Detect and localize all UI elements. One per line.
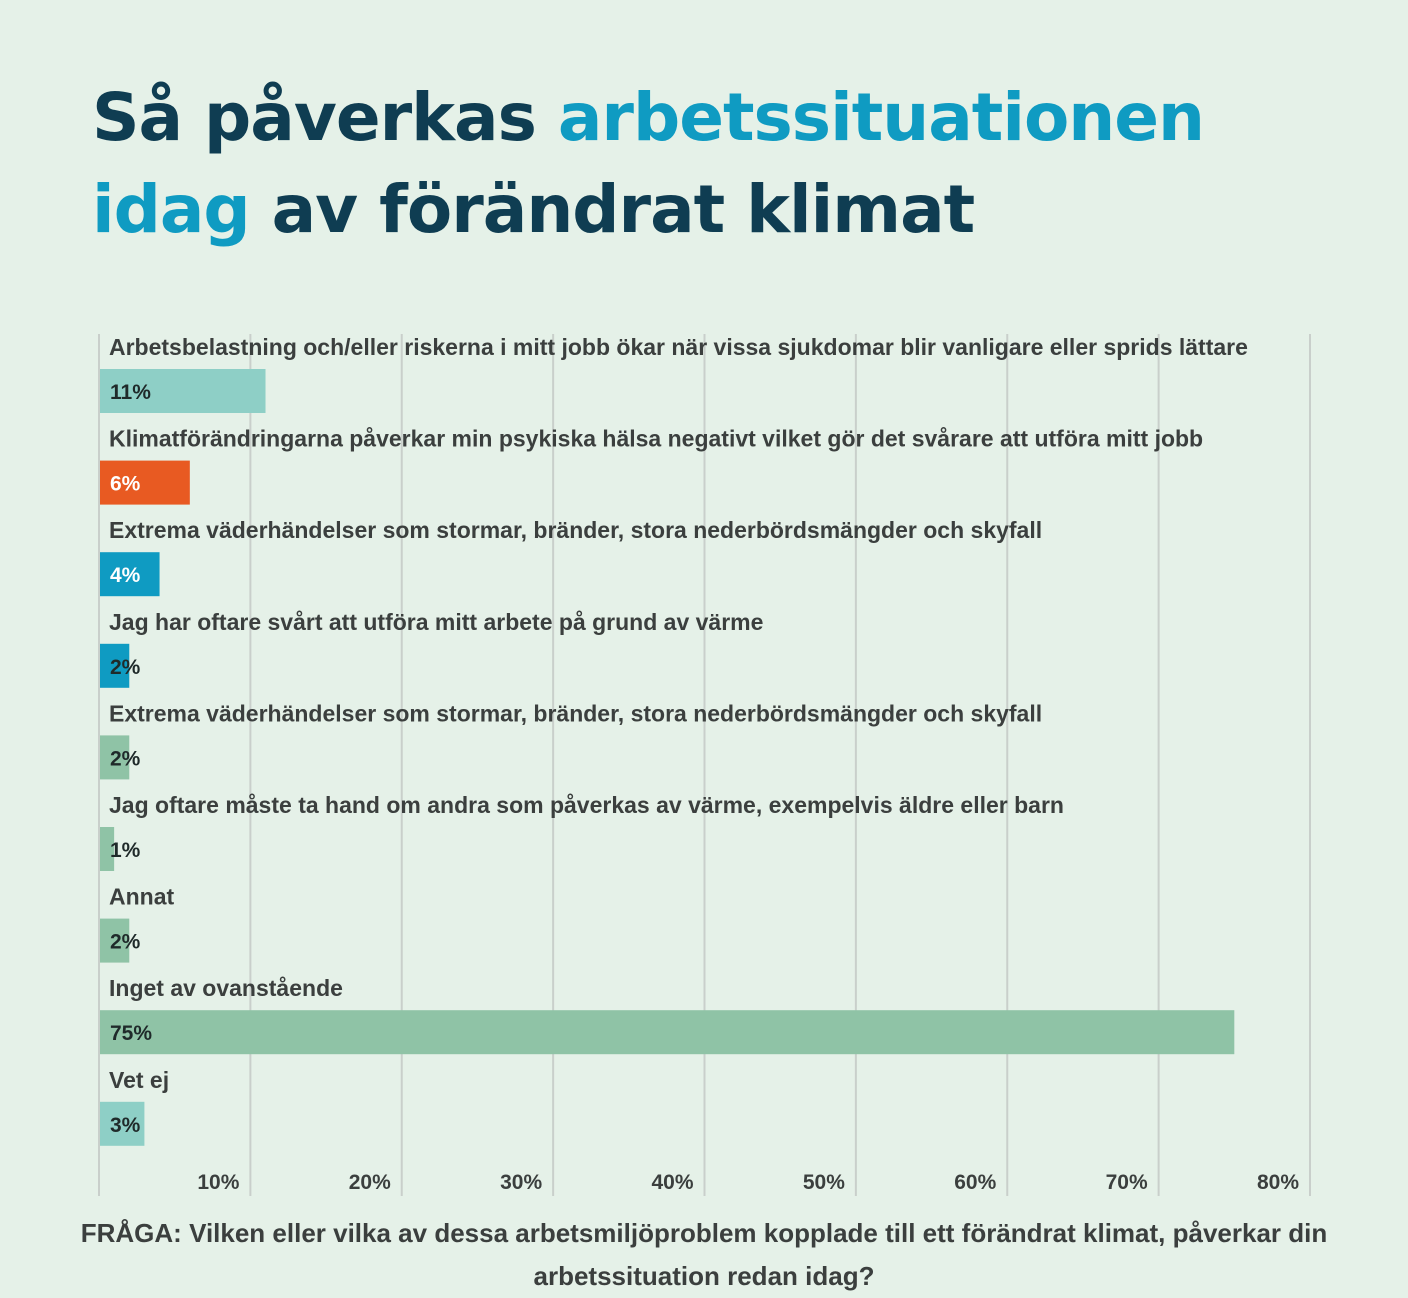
bar bbox=[100, 1101, 145, 1146]
bar bbox=[100, 735, 130, 780]
x-tick-label: 60% bbox=[954, 1171, 996, 1194]
x-axis-ticks: 10% 20% 30% 40% 50% 60% 70% 80% bbox=[197, 1171, 1299, 1194]
x-tick-label: 40% bbox=[651, 1171, 693, 1194]
title-part-1: Så påverkas bbox=[92, 79, 558, 156]
value-label: 2% bbox=[110, 747, 141, 770]
value-label: 2% bbox=[110, 656, 141, 679]
category-label: Extrema väderhändelser som stormar, brän… bbox=[109, 700, 1042, 726]
bar bbox=[100, 552, 160, 597]
category-label: Arbetsbelastning och/eller riskerna i mi… bbox=[109, 334, 1248, 360]
page-title: Så påverkas arbetssituationen idag av fö… bbox=[92, 72, 1352, 256]
category-label: Jag har oftare svårt att utföra mitt arb… bbox=[109, 609, 763, 635]
category-label: Klimatförändringarna påverkar min psykis… bbox=[109, 426, 1203, 452]
x-tick-label: 30% bbox=[500, 1171, 542, 1194]
value-label: 3% bbox=[110, 1114, 141, 1137]
bar bbox=[100, 918, 130, 963]
category-label: Annat bbox=[109, 884, 175, 910]
value-label: 75% bbox=[110, 1022, 152, 1045]
x-tick-label: 80% bbox=[1257, 1171, 1299, 1194]
value-label: 6% bbox=[110, 473, 141, 496]
title-part-2: av förändrat klimat bbox=[249, 171, 976, 248]
question-text: FRÅGA: Vilken eller vilka av dessa arbet… bbox=[80, 1218, 1328, 1291]
title-accent-2: idag bbox=[92, 171, 251, 248]
bar bbox=[100, 369, 266, 413]
bar bbox=[100, 643, 130, 688]
x-tick-label: 10% bbox=[197, 1171, 239, 1194]
value-label: 11% bbox=[110, 381, 151, 404]
bars: Arbetsbelastning och/eller riskerna i mi… bbox=[100, 334, 1248, 1146]
x-tick-label: 50% bbox=[803, 1171, 845, 1194]
category-label: Extrema väderhändelser som stormar, brän… bbox=[109, 517, 1042, 543]
x-tick-label: 70% bbox=[1106, 1171, 1148, 1194]
value-label: 4% bbox=[110, 564, 141, 587]
bar bbox=[100, 827, 115, 871]
value-label: 1% bbox=[110, 839, 141, 862]
value-label: 2% bbox=[110, 931, 141, 954]
category-label: Vet ej bbox=[109, 1067, 169, 1093]
category-label: Inget av ovanstående bbox=[109, 975, 343, 1001]
x-tick-label: 20% bbox=[349, 1171, 391, 1194]
category-label: Jag oftare måste ta hand om andra som på… bbox=[109, 792, 1064, 818]
grid-lines bbox=[98, 334, 1311, 1196]
bar bbox=[100, 460, 190, 505]
bar bbox=[100, 1010, 1235, 1055]
title-accent-1: arbetssituationen bbox=[557, 79, 1205, 156]
